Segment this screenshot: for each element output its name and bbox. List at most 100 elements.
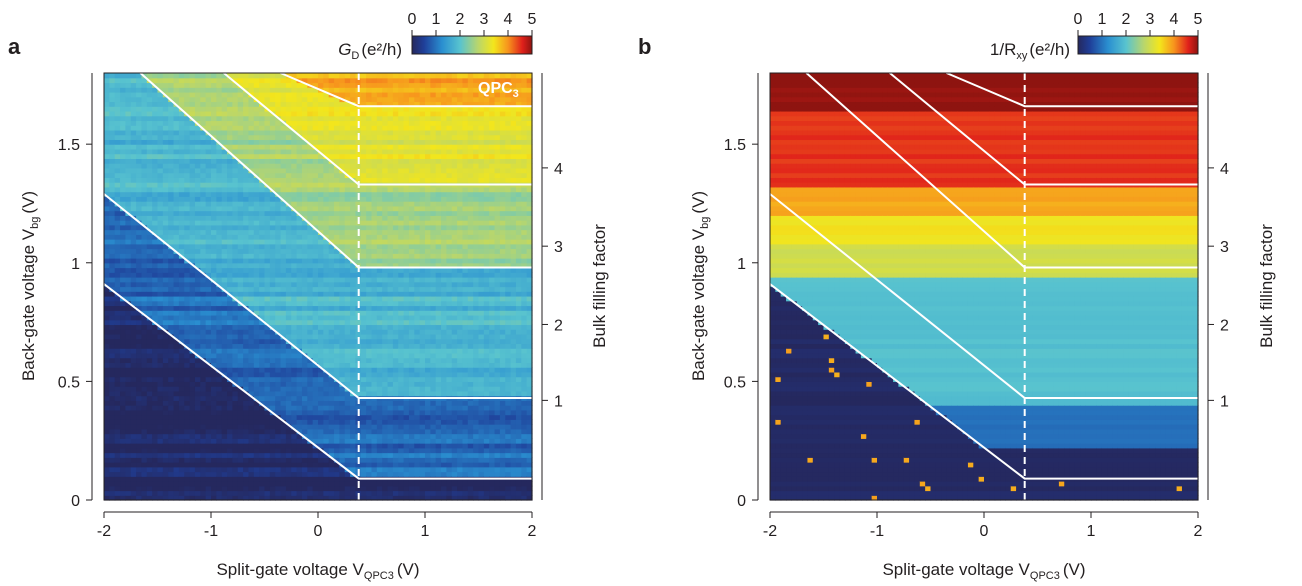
heatmap-cell	[376, 362, 383, 368]
heatmap-cell	[104, 343, 110, 349]
heatmap-cell	[178, 101, 185, 107]
heatmap-cell	[280, 409, 287, 416]
heatmap-cell	[157, 295, 164, 302]
heatmap-cell	[136, 243, 143, 250]
heatmap-cell	[344, 239, 351, 245]
heatmap-cell	[125, 438, 132, 444]
heatmap-cell	[328, 371, 335, 378]
heatmap-cell	[253, 433, 260, 439]
heatmap-cell	[237, 248, 244, 254]
heatmap-cell	[318, 91, 324, 98]
heatmap-cell	[350, 376, 357, 382]
heatmap-cell	[189, 329, 196, 335]
heatmap-cell	[275, 134, 282, 141]
heatmap-cell	[387, 457, 394, 463]
heatmap-cell	[285, 134, 292, 141]
heatmap-cell	[162, 324, 169, 330]
heatmap-cell	[216, 457, 223, 463]
heatmap-cell	[296, 258, 303, 264]
heatmap-cell	[178, 481, 185, 487]
heatmap-cell	[152, 196, 159, 202]
heatmap-cell	[248, 196, 255, 202]
heatmap-cell	[366, 210, 373, 216]
heatmap-cell	[360, 144, 367, 150]
heatmap-cell	[232, 409, 239, 416]
heatmap-cell	[189, 319, 196, 326]
heatmap-cell	[221, 352, 228, 359]
heatmap-cell	[301, 239, 308, 245]
heatmap-cell	[152, 262, 159, 269]
heatmap-cell	[371, 262, 378, 269]
heatmap-cell	[376, 239, 383, 245]
heatmap-cell	[382, 239, 389, 245]
heatmap-cell	[296, 172, 303, 178]
heatmap-cell	[216, 419, 223, 425]
heatmap-cell	[189, 172, 196, 178]
heatmap-cell	[360, 129, 367, 136]
heatmap-cell	[382, 291, 389, 297]
heatmap-cell	[264, 300, 271, 307]
heatmap-cell	[307, 462, 314, 468]
heatmap-cell	[382, 376, 389, 382]
heatmap-cell	[275, 386, 282, 392]
heatmap-cell	[146, 457, 153, 463]
heatmap-cell	[184, 82, 191, 88]
heatmap-cell	[328, 357, 335, 364]
heatmap-cell	[280, 186, 287, 193]
heatmap-cell	[312, 338, 319, 345]
heatmap-cell	[184, 291, 191, 297]
heatmap-cell	[269, 134, 276, 141]
heatmap-cell	[189, 134, 196, 141]
heatmap-cell	[125, 462, 132, 468]
heatmap-cell	[387, 186, 394, 193]
heatmap-cell	[248, 158, 255, 164]
heatmap-cell	[184, 120, 191, 126]
heatmap-cell	[285, 229, 292, 235]
heatmap-cell	[136, 476, 143, 482]
heatmap-cell	[307, 153, 314, 159]
heatmap-cell	[350, 352, 357, 359]
heatmap-cell	[146, 324, 153, 330]
heatmap-cell	[130, 348, 137, 354]
heatmap-cell	[323, 172, 330, 178]
heatmap-cell	[248, 234, 255, 240]
heatmap-cell	[243, 381, 250, 387]
heatmap-cell	[328, 129, 335, 136]
heatmap-cell	[227, 115, 233, 122]
heatmap-cell	[136, 205, 143, 212]
heatmap-cell	[189, 148, 196, 155]
heatmap-cell	[211, 471, 217, 477]
heatmap-cell	[157, 333, 164, 340]
heatmap-cell	[194, 106, 201, 112]
heatmap-cell	[350, 295, 357, 302]
heatmap-cell	[312, 452, 319, 458]
heatmap-cell	[152, 248, 159, 254]
heatmap-cell	[114, 376, 121, 382]
heatmap-cell	[392, 447, 399, 454]
heatmap-cell	[328, 106, 335, 112]
heatmap-cell	[189, 295, 196, 302]
heatmap-cell	[146, 386, 153, 392]
heatmap-cell	[307, 186, 314, 193]
heatmap-cell	[259, 172, 266, 178]
heatmap-cell	[125, 447, 132, 454]
heatmap-cell	[146, 182, 153, 188]
heatmap-cell	[328, 433, 335, 439]
heatmap-cell	[211, 395, 217, 401]
heatmap-cell	[392, 481, 399, 487]
heatmap-cell	[136, 286, 143, 292]
heatmap-cell	[205, 158, 212, 164]
heatmap-cell	[376, 115, 383, 122]
heatmap-cell	[269, 471, 276, 477]
heatmap-cell	[243, 196, 250, 202]
heatmap-cell	[184, 300, 191, 307]
heatmap-cell	[243, 471, 250, 477]
heatmap-cell	[323, 262, 330, 269]
heatmap-cell	[253, 129, 260, 136]
heatmap-cell	[211, 148, 217, 155]
heatmap-cell	[264, 419, 271, 425]
heatmap-cell	[296, 447, 303, 454]
heatmap-cell	[178, 291, 185, 297]
heatmap-cell	[152, 101, 159, 107]
heatmap-cell	[162, 172, 169, 178]
